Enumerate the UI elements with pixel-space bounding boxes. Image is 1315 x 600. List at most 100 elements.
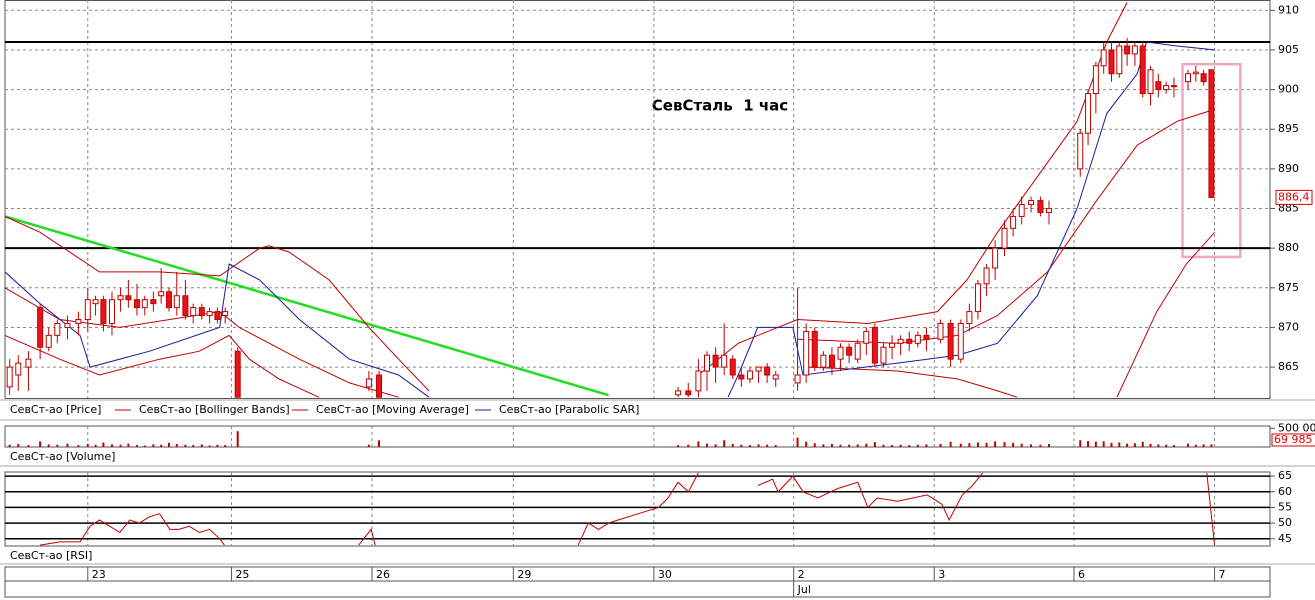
- volume-bar: [1149, 444, 1152, 447]
- volume-bar: [882, 444, 885, 447]
- candle-body: [1124, 45, 1131, 55]
- volume-bar: [839, 444, 842, 447]
- y-tick-label: 895: [1278, 122, 1299, 135]
- volume-bar: [805, 441, 808, 447]
- candle-body: [1010, 215, 1017, 229]
- candle-body: [1077, 132, 1084, 170]
- volume-bar: [723, 440, 726, 447]
- candle-body: [828, 354, 835, 368]
- candle-body: [15, 362, 22, 376]
- candle-body: [811, 330, 818, 368]
- candle-body: [1131, 45, 1138, 55]
- legend-entry: СевСт-ао [Price]: [10, 403, 101, 416]
- volume-bar: [1133, 443, 1136, 447]
- candle-body: [966, 311, 973, 324]
- volume-bar: [899, 444, 902, 447]
- volume-bar: [8, 444, 11, 447]
- month-label: Jul: [797, 583, 811, 596]
- candle-body: [75, 319, 82, 324]
- candle-body: [703, 354, 710, 372]
- candle-body: [1155, 81, 1162, 91]
- candle-body: [6, 366, 13, 388]
- candle-body: [365, 378, 372, 388]
- volume-bar: [236, 431, 239, 447]
- volume-bar: [796, 437, 799, 447]
- candle-body: [222, 311, 229, 317]
- candle-body: [1018, 204, 1025, 217]
- candle-body: [772, 374, 779, 380]
- candle-body: [854, 342, 861, 360]
- volume-bar: [160, 444, 163, 447]
- candle-body: [182, 295, 189, 317]
- volume-bar: [830, 444, 833, 447]
- candle-body: [54, 322, 61, 336]
- price-panel-frame: [4, 0, 1271, 399]
- plot-area: [5, 0, 1270, 398]
- volume-bar: [1187, 443, 1190, 447]
- volume-bar: [1202, 444, 1205, 447]
- last-price-label: 886,4: [1278, 190, 1310, 203]
- volume-bar: [216, 444, 219, 447]
- volume-bar: [17, 444, 20, 447]
- candle-body: [1001, 227, 1008, 249]
- volume-bar: [994, 441, 997, 447]
- volume-bar: [135, 445, 138, 447]
- volume-bar: [985, 442, 988, 447]
- legend-entry: СевСт-ао [RSI]: [10, 549, 92, 562]
- candle-body: [803, 330, 810, 376]
- volume-bar: [848, 444, 851, 447]
- candle-body: [871, 326, 878, 364]
- plot-area: [8, 426, 1216, 447]
- candle-body: [64, 322, 71, 328]
- x-tick-label: 7: [1219, 568, 1226, 581]
- candle-body: [117, 295, 124, 301]
- y-tick-label: 65: [1278, 469, 1292, 482]
- date-axis-frame: [4, 566, 1271, 598]
- candle-body: [1100, 49, 1107, 67]
- volume-bar: [714, 444, 717, 447]
- volume-bar: [192, 445, 195, 447]
- volume-bar: [1141, 441, 1144, 447]
- volume-bar: [1079, 440, 1082, 447]
- volume-bar: [731, 444, 734, 447]
- candle-body: [190, 307, 197, 317]
- volume-bar: [1020, 443, 1023, 447]
- candle-body: [198, 307, 205, 317]
- volume-bar: [873, 442, 876, 447]
- x-tick-label: 2: [798, 568, 805, 581]
- candle-body: [846, 346, 853, 356]
- volume-bar: [705, 443, 708, 447]
- y-tick-label: 900: [1278, 83, 1299, 96]
- volume-bar: [167, 442, 170, 447]
- candle-body: [45, 334, 52, 348]
- candle-body: [685, 390, 692, 396]
- volume-bar: [1172, 445, 1175, 447]
- volume-bar: [66, 443, 69, 447]
- volume-bar: [908, 445, 911, 447]
- candle-body: [173, 295, 180, 309]
- x-tick-label: 3: [938, 568, 945, 581]
- volume-bar: [687, 444, 690, 447]
- last-price-box: [1275, 189, 1313, 205]
- candle-body: [37, 307, 44, 348]
- volume-bar: [143, 445, 146, 447]
- candle-body: [1046, 208, 1053, 213]
- volume-bar: [916, 444, 919, 447]
- candle-body: [150, 299, 157, 305]
- volume-bar: [86, 444, 89, 447]
- volume-bar: [856, 444, 859, 447]
- volume-bar: [39, 441, 42, 447]
- candle-body: [695, 370, 702, 392]
- y-tick-label: 880: [1278, 241, 1299, 254]
- volume-bar: [1118, 442, 1121, 447]
- candle-body: [712, 354, 719, 368]
- y-tick-label: 865: [1278, 360, 1299, 373]
- candle-body: [92, 299, 99, 305]
- y-tick-label: 870: [1278, 320, 1299, 333]
- y-tick-label: 60: [1278, 485, 1292, 498]
- x-tick-label: 30: [658, 568, 672, 581]
- candle-body: [1170, 85, 1177, 88]
- chart-title: СевСталь 1 час: [652, 97, 788, 115]
- x-tick-label: 6: [1078, 568, 1085, 581]
- candle-body: [897, 338, 904, 344]
